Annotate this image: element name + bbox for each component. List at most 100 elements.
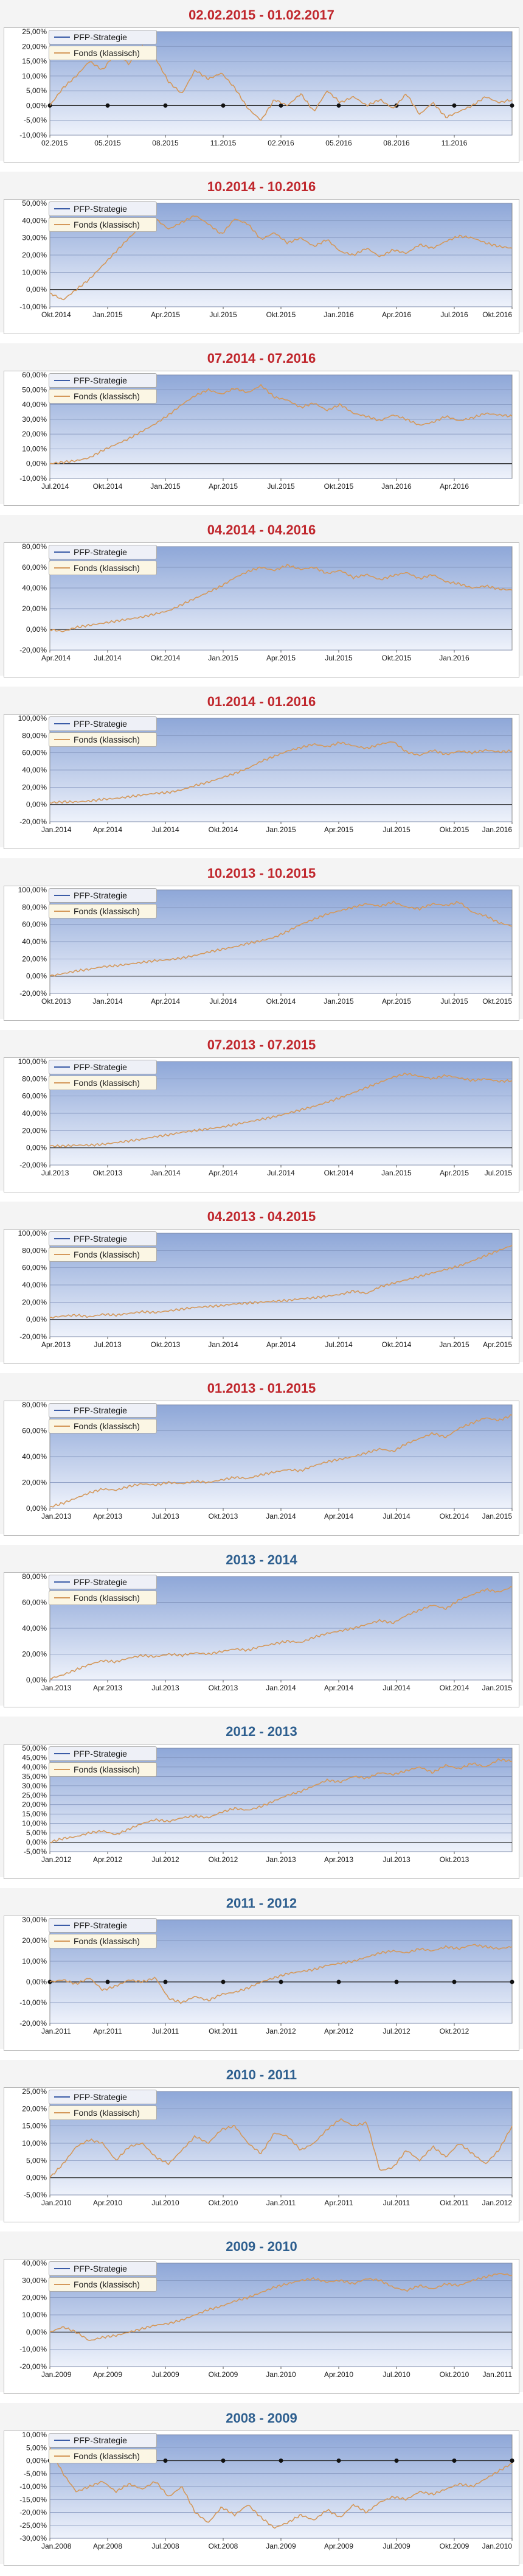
x-tick-label: Apr.2014 xyxy=(324,1512,353,1521)
legend-label: Fonds (klassisch) xyxy=(74,735,140,744)
x-tick-label: Jul.2011 xyxy=(152,2027,179,2035)
chart-panel: 2011 - 2012 -20,00% -10,00% 0,00% 10,00% 20,0… xyxy=(0,1888,523,2053)
chart-title: 07.2014 - 07.2016 xyxy=(207,351,316,366)
y-tick-label: 45,00% xyxy=(22,1753,47,1762)
y-tick-label: 10,00% xyxy=(22,2431,47,2439)
legend-swatch xyxy=(54,380,70,381)
y-tick-label: 5,00% xyxy=(26,2443,47,2452)
x-tick-label: Apr.2015 xyxy=(382,997,411,1006)
x-tick-label: Jan.2013 xyxy=(266,1855,296,1864)
chart-panel: 01.2013 - 01.2015 0,00% 20,00% 40,00% 60,00%… xyxy=(0,1373,523,1538)
line-chart: -10,00% 0,00% 10,00% 20,00% 30,00% 40,00% 50,0… xyxy=(19,199,513,319)
y-tick-label: 30,00% xyxy=(22,2276,47,2284)
y-tick-label: 100,00% xyxy=(18,714,47,723)
chart-title: 01.2013 - 01.2015 xyxy=(207,1381,316,1396)
y-tick-label: -10,00% xyxy=(19,1998,47,2007)
x-tick-label: Apr.2013 xyxy=(93,1684,122,1692)
y-tick-label: -10,00% xyxy=(19,2482,47,2491)
legend-item: Fonds (klassisch) xyxy=(49,2277,157,2292)
x-tick-label: Jul.2014 xyxy=(41,482,69,491)
y-tick-label: -20,00% xyxy=(19,2362,47,2371)
y-tick-label: -5,00% xyxy=(24,1847,47,1856)
legend-label: Fonds (klassisch) xyxy=(74,2108,140,2118)
y-tick-label: 100,00% xyxy=(18,1229,47,1237)
baseline-marker xyxy=(105,1979,110,1984)
x-tick-label: Apr.2014 xyxy=(151,997,180,1006)
y-tick-label: -5,00% xyxy=(24,2191,47,2199)
chart-legend: PFP-Strategie Fonds (klassisch) xyxy=(49,1918,157,1950)
x-tick-label: Jan.2015 xyxy=(92,310,123,319)
y-tick-label: 15,00% xyxy=(22,1810,47,1818)
legend-swatch xyxy=(54,2268,70,2269)
x-tick-label: Apr.2014 xyxy=(93,825,122,834)
line-chart: -20,00% 0,00% 20,00% 40,00% 60,00% 80,00% 100,… xyxy=(18,714,513,834)
y-tick-label: 50,00% xyxy=(22,1744,47,1752)
chart-panel: 10.2013 - 10.2015 -20,00% 0,00% 20,00% 40,00… xyxy=(0,858,523,1023)
legend-item: Fonds (klassisch) xyxy=(49,732,157,747)
y-tick-label: 20,00% xyxy=(22,42,47,51)
x-tick-label: 08.2015 xyxy=(152,139,179,147)
line-chart: -20,00% 0,00% 20,00% 40,00% 60,00% 80,00% 100,… xyxy=(18,1229,513,1349)
y-tick-label: 10,00% xyxy=(22,2139,47,2147)
fonds-series-line xyxy=(49,383,513,464)
line-chart: 0,00% 20,00% 40,00% 60,00% 80,00% Jan.2013 Apr… xyxy=(22,1572,513,1692)
y-tick-label: 0,00% xyxy=(26,1315,47,1324)
line-chart: -20,00% 0,00% 20,00% 40,00% 60,00% 80,00% 100,… xyxy=(18,1057,513,1177)
legend-item: Fonds (klassisch) xyxy=(49,1076,157,1090)
legend-label: Fonds (klassisch) xyxy=(74,563,140,573)
legend-label: PFP-Strategie xyxy=(74,204,127,214)
y-tick-label: 10,00% xyxy=(22,2311,47,2319)
y-tick-label: 60,00% xyxy=(22,371,47,379)
y-tick-label: 0,00% xyxy=(26,285,47,294)
y-tick-label: 10,00% xyxy=(22,1819,47,1828)
baseline-marker xyxy=(163,103,168,108)
legend-item: PFP-Strategie xyxy=(49,1575,157,1589)
y-tick-label: 80,00% xyxy=(22,1572,47,1581)
x-tick-label: Okt.2010 xyxy=(440,2370,469,2379)
line-chart: -20,00% -10,00% 0,00% 10,00% 20,00% 30,00% 40,… xyxy=(19,2259,513,2379)
x-tick-label: Okt.2009 xyxy=(440,2542,469,2550)
legend-label: Fonds (klassisch) xyxy=(74,1421,140,1431)
legend-swatch xyxy=(54,1925,70,1926)
y-tick-label: 0,00% xyxy=(26,2174,47,2182)
legend-item: PFP-Strategie xyxy=(49,545,157,559)
x-tick-label: Apr.2015 xyxy=(151,310,180,319)
x-tick-label: Okt.2009 xyxy=(209,2370,238,2379)
y-tick-label: 0,00% xyxy=(26,1978,47,1986)
y-tick-label: 20,00% xyxy=(22,1298,47,1306)
chart-legend: PFP-Strategie Fonds (klassisch) xyxy=(49,373,157,405)
legend-label: PFP-Strategie xyxy=(74,1749,127,1759)
fonds-series-line xyxy=(49,741,513,804)
y-tick-label: 20,00% xyxy=(22,1650,47,1659)
y-tick-label: 5,00% xyxy=(26,86,47,95)
legend-swatch xyxy=(54,567,70,569)
legend-label: Fonds (klassisch) xyxy=(74,1078,140,1088)
legend-label: PFP-Strategie xyxy=(74,1062,127,1072)
x-tick-label: Okt.2016 xyxy=(482,310,512,319)
y-tick-label: 80,00% xyxy=(22,542,47,551)
x-tick-label: Jan.2012 xyxy=(266,2027,296,2035)
x-tick-label: Jul.2013 xyxy=(41,1169,69,1177)
line-chart: -5,00% 0,00% 5,00% 10,00% 15,00% 20,00% 25,00%… xyxy=(22,2087,513,2207)
y-tick-label: 5,00% xyxy=(26,2156,47,2165)
y-tick-label: 40,00% xyxy=(22,216,47,225)
x-tick-label: Okt.2015 xyxy=(266,310,296,319)
legend-swatch xyxy=(54,911,70,912)
y-tick-label: 15,00% xyxy=(22,2122,47,2130)
y-tick-label: 10,00% xyxy=(22,72,47,80)
chart-legend: PFP-Strategie Fonds (klassisch) xyxy=(49,2090,157,2121)
legend-item: Fonds (klassisch) xyxy=(49,46,157,60)
x-tick-label: Jan.2015 xyxy=(381,1169,412,1177)
plot-area xyxy=(49,546,513,651)
x-tick-label: Apr.2014 xyxy=(41,654,71,662)
y-tick-label: 60,00% xyxy=(22,749,47,757)
y-tick-label: 0,00% xyxy=(26,972,47,981)
fonds-series-line xyxy=(49,2447,513,2529)
x-tick-label: Jan.2011 xyxy=(41,2027,71,2035)
legend-item: PFP-Strategie xyxy=(49,373,157,388)
x-tick-label: Jul.2013 xyxy=(94,1340,122,1349)
fonds-series-line xyxy=(49,900,513,977)
x-tick-label: Jul.2008 xyxy=(151,2542,179,2550)
legend-item: PFP-Strategie xyxy=(49,1403,157,1418)
y-tick-label: 0,00% xyxy=(26,2457,47,2465)
